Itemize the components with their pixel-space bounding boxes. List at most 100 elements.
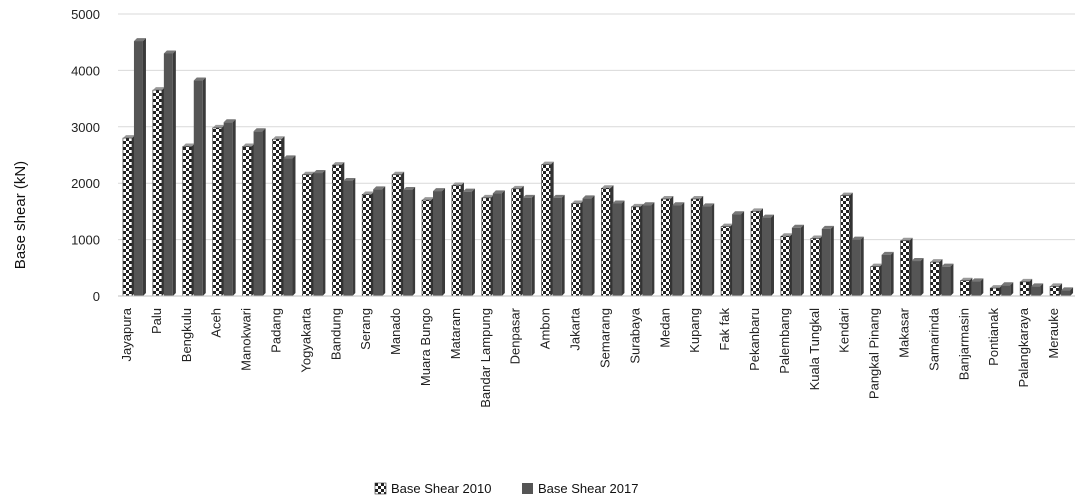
bar-2017 — [522, 194, 535, 296]
bar-2010 — [930, 259, 943, 297]
bar-face — [851, 239, 861, 296]
bar-top — [253, 128, 266, 132]
bar-side — [322, 170, 326, 296]
bar-face — [732, 214, 742, 296]
x-tick-label: Palu — [149, 308, 164, 334]
bar-2010 — [810, 235, 823, 297]
bar-side — [292, 155, 296, 296]
bar-top — [672, 202, 685, 206]
bar-2010 — [720, 223, 734, 297]
bar-side — [232, 119, 236, 297]
bar-2010 — [780, 233, 793, 297]
x-tick-label: Bengkulu — [179, 308, 194, 362]
bar-top — [242, 143, 255, 147]
x-tick-label: Palangkaraya — [1016, 307, 1031, 387]
bar-2010 — [870, 263, 883, 297]
y-axis-ticks: 0 1000 2000 3000 4000 5000 — [71, 7, 100, 304]
bar-face — [881, 254, 891, 296]
bar-2017 — [732, 211, 745, 296]
bar-face — [900, 240, 910, 297]
bar-face — [403, 189, 413, 296]
y-tick-label: 2000 — [71, 176, 100, 191]
bar-top — [283, 155, 296, 159]
bar-side — [1070, 287, 1074, 296]
bar-top — [133, 38, 146, 42]
bar-face — [601, 187, 611, 297]
bar-2010 — [601, 185, 614, 297]
bar-top — [732, 211, 745, 215]
bar-2010 — [302, 171, 315, 297]
bar-side — [352, 177, 356, 296]
bar-side — [770, 214, 774, 296]
bar-2017 — [133, 38, 146, 297]
bar-face — [163, 53, 173, 297]
legend-item-2010: Base Shear 2010 — [374, 481, 491, 496]
bar-side — [621, 200, 625, 296]
bar-face — [152, 89, 163, 297]
bar-top — [612, 200, 625, 204]
bar-2017 — [642, 202, 655, 296]
bar-2010 — [421, 197, 435, 297]
bar-2017 — [163, 50, 176, 297]
bar-face — [642, 205, 652, 296]
bar-top — [851, 236, 864, 240]
bar-top — [1050, 283, 1063, 287]
bar-face — [391, 174, 402, 297]
bar-face — [821, 228, 831, 296]
y-tick-label: 4000 — [71, 63, 100, 78]
bar-face — [761, 217, 771, 296]
bar-2017 — [313, 170, 326, 296]
bar-2010 — [571, 200, 584, 297]
x-tick-label: Banjarmasin — [956, 308, 971, 380]
x-tick-label: Medan — [657, 308, 672, 348]
bar-face — [612, 203, 622, 296]
bar-2017 — [941, 263, 954, 296]
bar-side — [890, 251, 894, 296]
x-tick-label: Bandung — [328, 308, 343, 360]
bar-2010 — [1049, 283, 1063, 297]
bar-face — [193, 80, 203, 296]
bar-top — [541, 161, 554, 165]
bar-2017 — [253, 128, 266, 296]
bar-top — [750, 208, 763, 212]
bar-face — [421, 199, 432, 297]
bar-side — [800, 224, 804, 296]
bar-face — [1049, 286, 1060, 297]
bar-face — [302, 174, 312, 297]
bar-2017 — [462, 188, 475, 296]
bar-face — [571, 203, 581, 297]
bar-top — [691, 195, 704, 199]
bar-face — [660, 198, 671, 297]
bar-side — [442, 188, 446, 296]
bar-2010 — [451, 182, 464, 297]
bar-top — [911, 258, 924, 262]
bar-top — [272, 136, 285, 140]
bar-top — [1020, 278, 1033, 282]
bar-top — [881, 251, 894, 255]
bar-top — [810, 235, 823, 239]
bar-top — [392, 171, 405, 175]
x-tick-label: Bandar Lampung — [478, 308, 493, 408]
bar-side — [1010, 282, 1014, 296]
bar-side — [142, 38, 146, 297]
bar-2010 — [391, 171, 405, 297]
bar-side — [561, 194, 565, 296]
bar-top — [373, 186, 386, 190]
bar-face — [840, 195, 851, 297]
x-tick-label: Fak fak — [717, 308, 732, 351]
bar-face — [750, 211, 761, 297]
bar-face — [451, 185, 462, 297]
bar-top — [661, 195, 674, 199]
bar-top — [451, 182, 464, 186]
bar-top — [332, 162, 345, 166]
bar-2010 — [631, 203, 644, 297]
bar-face — [462, 191, 472, 296]
bar-2017 — [1031, 283, 1044, 296]
bar-face — [930, 261, 940, 297]
y-tick-label: 1000 — [71, 233, 100, 248]
bar-face — [1019, 281, 1030, 297]
bar-top — [870, 263, 883, 267]
x-tick-label: Kupang — [687, 308, 702, 353]
bar-top — [1061, 287, 1074, 291]
